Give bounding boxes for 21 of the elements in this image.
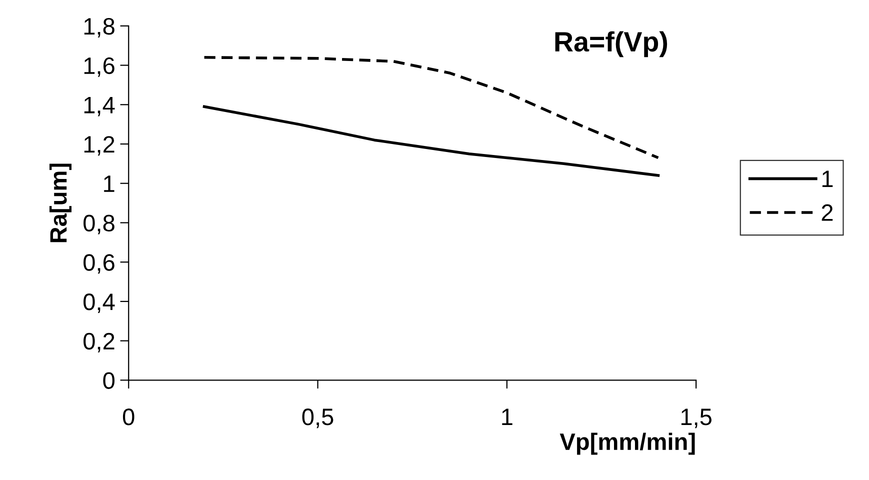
y-tick-label: 0,6	[84, 254, 114, 274]
legend-label: 2	[822, 204, 833, 221]
x-tick-label: 1,5	[681, 408, 712, 428]
y-tick-label: 0	[103, 372, 114, 389]
x-tick-label: 0	[122, 408, 134, 426]
line-series	[202, 56, 660, 160]
line-series	[202, 105, 660, 177]
x-tick-label: 1	[502, 408, 512, 426]
y-tick-label: 0,4	[84, 294, 115, 314]
y-tick-label: 1,4	[84, 96, 115, 116]
x-axis-title: Vp[mm/min]	[560, 432, 695, 455]
y-tick-label: 1,2	[84, 136, 114, 156]
chart-title: Ra=f(Vp)	[555, 31, 668, 58]
x-tick-label: 0,5	[302, 408, 334, 428]
y-axis-title: Ra[um]	[49, 164, 72, 242]
y-tick-label: 1	[104, 176, 114, 192]
legend-label: 1	[822, 170, 833, 187]
y-tick-label: 0,8	[84, 214, 114, 234]
y-tick-label: 1,6	[84, 57, 114, 77]
y-tick-label: 0,2	[84, 332, 114, 352]
y-tick-label: 1,8	[84, 18, 114, 38]
